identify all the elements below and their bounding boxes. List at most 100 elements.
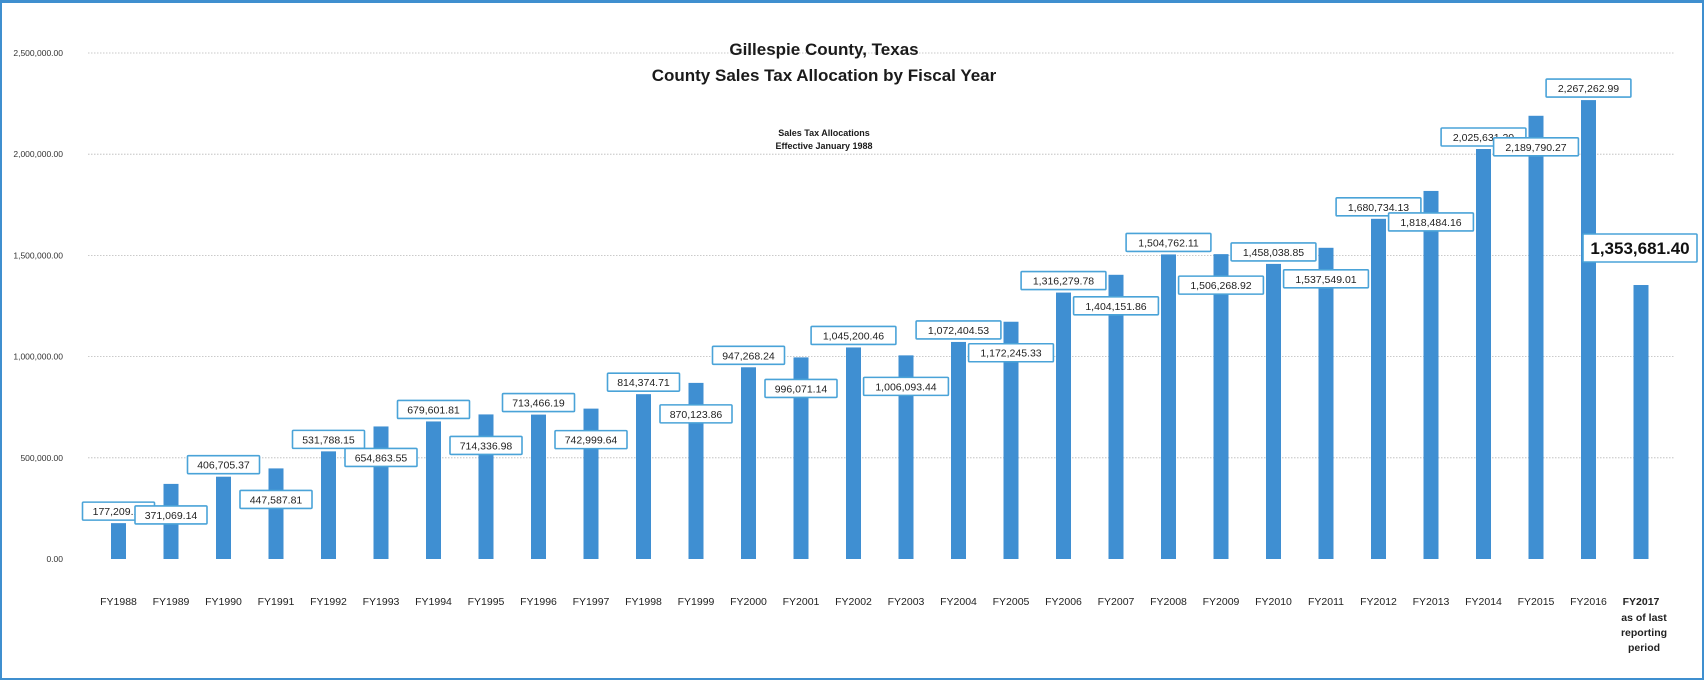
data-labels: 177,209.11 371,069.14 406,705.37 447,587.81…	[81, 78, 1698, 525]
bar	[793, 357, 809, 559]
data-label-box	[239, 489, 313, 510]
data-label-box	[764, 378, 838, 399]
data-label-box	[1582, 233, 1698, 263]
data-label: 947,268.24	[722, 350, 775, 362]
x-tick-label: FY2005	[993, 596, 1030, 608]
data-label-box	[915, 320, 1002, 340]
bar	[741, 367, 756, 559]
x-tick-label: FY2001	[783, 596, 820, 608]
y-axis-ticks: 0.00 500,000.00 1,000,000.00 1,500,000.00 2,…	[13, 48, 63, 564]
bar	[688, 382, 704, 559]
x-tick-label: FY2004	[940, 596, 977, 608]
data-label-box	[344, 447, 418, 468]
data-label-box	[449, 435, 523, 456]
x-tick-subline: period	[1628, 642, 1660, 654]
x-tick-label: FY1997	[573, 596, 610, 608]
y-tick-label: 2,000,000.00	[13, 149, 63, 159]
x-tick-label: FY1992	[310, 596, 347, 608]
x-tick-label: FY2010	[1255, 596, 1292, 608]
data-label: 1,172,245.33	[980, 348, 1041, 360]
data-label-box	[501, 392, 576, 413]
data-label-box	[1282, 269, 1370, 289]
y-tick-label: 0.00	[46, 554, 63, 564]
chart-title: Gillespie County, Texas	[729, 40, 918, 59]
data-label-box	[711, 345, 786, 366]
data-label: 1,316,279.78	[1033, 276, 1094, 288]
data-label-box	[186, 454, 261, 475]
bar	[111, 523, 126, 559]
bar	[1318, 247, 1334, 559]
bar	[268, 468, 284, 559]
x-tick-label: FY2017	[1623, 596, 1660, 608]
data-label: 2,189,790.27	[1505, 142, 1566, 154]
data-label: 177,209.11	[93, 506, 145, 518]
data-label: 1,458,038.85	[1243, 247, 1304, 259]
bar	[1371, 218, 1386, 560]
x-tick-label: FY2008	[1150, 596, 1187, 608]
data-label-box	[1387, 212, 1475, 232]
x-tick-label: FY1999	[678, 596, 715, 608]
data-label: 1,072,404.53	[928, 325, 989, 337]
y-tick-label: 1,500,000.00	[13, 250, 63, 260]
x-axis-ticks: FY1988 FY1989 FY1990 FY1991 FY1992 FY1993 FY19…	[100, 596, 1667, 654]
bar	[846, 347, 861, 559]
bar	[1108, 274, 1124, 559]
annotation-line-2: Effective January 1988	[775, 141, 872, 151]
x-tick-label: FY2011	[1308, 596, 1344, 608]
annotation-line-1: Sales Tax Allocations	[778, 128, 870, 138]
x-tick-label: FY1991	[258, 596, 295, 608]
x-tick-label: FY1988	[100, 596, 137, 608]
data-label-box	[554, 429, 628, 450]
data-label-box	[659, 404, 733, 424]
data-label-box	[967, 342, 1055, 363]
data-label: 814,374.71	[617, 377, 670, 389]
data-label: 870,123.86	[670, 409, 723, 421]
data-label-box	[1335, 197, 1422, 217]
bar	[373, 426, 389, 559]
bar	[1581, 100, 1596, 560]
bar	[1528, 115, 1544, 560]
bar	[426, 421, 441, 559]
bar	[216, 476, 231, 559]
data-label-box	[1177, 275, 1265, 295]
x-tick-label: FY2013	[1413, 596, 1450, 608]
data-label-box	[810, 325, 897, 346]
bar	[1266, 263, 1281, 559]
x-tick-label: FY1996	[520, 596, 557, 608]
x-tick-label: FY2014	[1465, 596, 1502, 608]
data-label: 1,818,484.16	[1400, 217, 1461, 229]
x-tick-label: FY2009	[1203, 596, 1240, 608]
data-label: 406,705.37	[197, 460, 250, 472]
data-label: 713,466.19	[512, 398, 565, 410]
bar	[1213, 254, 1229, 559]
data-label-box	[1072, 295, 1160, 316]
x-tick-label: FY1989	[153, 596, 190, 608]
bar	[1423, 190, 1439, 559]
bar	[1476, 149, 1491, 559]
chart-subtitle: County Sales Tax Allocation by Fiscal Ye…	[652, 66, 997, 85]
bar	[898, 355, 914, 559]
bar	[636, 394, 651, 559]
y-tick-label: 2,500,000.00	[13, 48, 63, 58]
sales-tax-bar-chart: 0.00 500,000.00 1,000,000.00 1,500,000.00 2,…	[13, 40, 1698, 654]
data-label: 714,336.98	[460, 440, 513, 452]
x-tick-subline: reporting	[1621, 627, 1667, 639]
bar	[1161, 254, 1176, 559]
data-label-box	[396, 399, 471, 420]
data-label: 1,353,681.40	[1590, 239, 1689, 258]
data-label: 2,267,262.99	[1558, 83, 1619, 95]
bar	[321, 451, 336, 559]
data-label: 1,504,762.11	[1138, 237, 1199, 249]
data-label-box	[606, 372, 681, 392]
data-label-box	[1125, 232, 1212, 253]
data-label: 742,999.64	[565, 435, 618, 447]
data-label: 679,601.81	[407, 404, 460, 416]
x-tick-subline: as of last	[1621, 612, 1667, 624]
data-label-box	[134, 505, 208, 525]
data-label: 371,069.14	[145, 510, 198, 522]
y-tick-label: 500,000.00	[20, 453, 63, 463]
bar	[1633, 285, 1649, 559]
bar	[1056, 292, 1071, 559]
x-tick-label: FY2006	[1045, 596, 1082, 608]
